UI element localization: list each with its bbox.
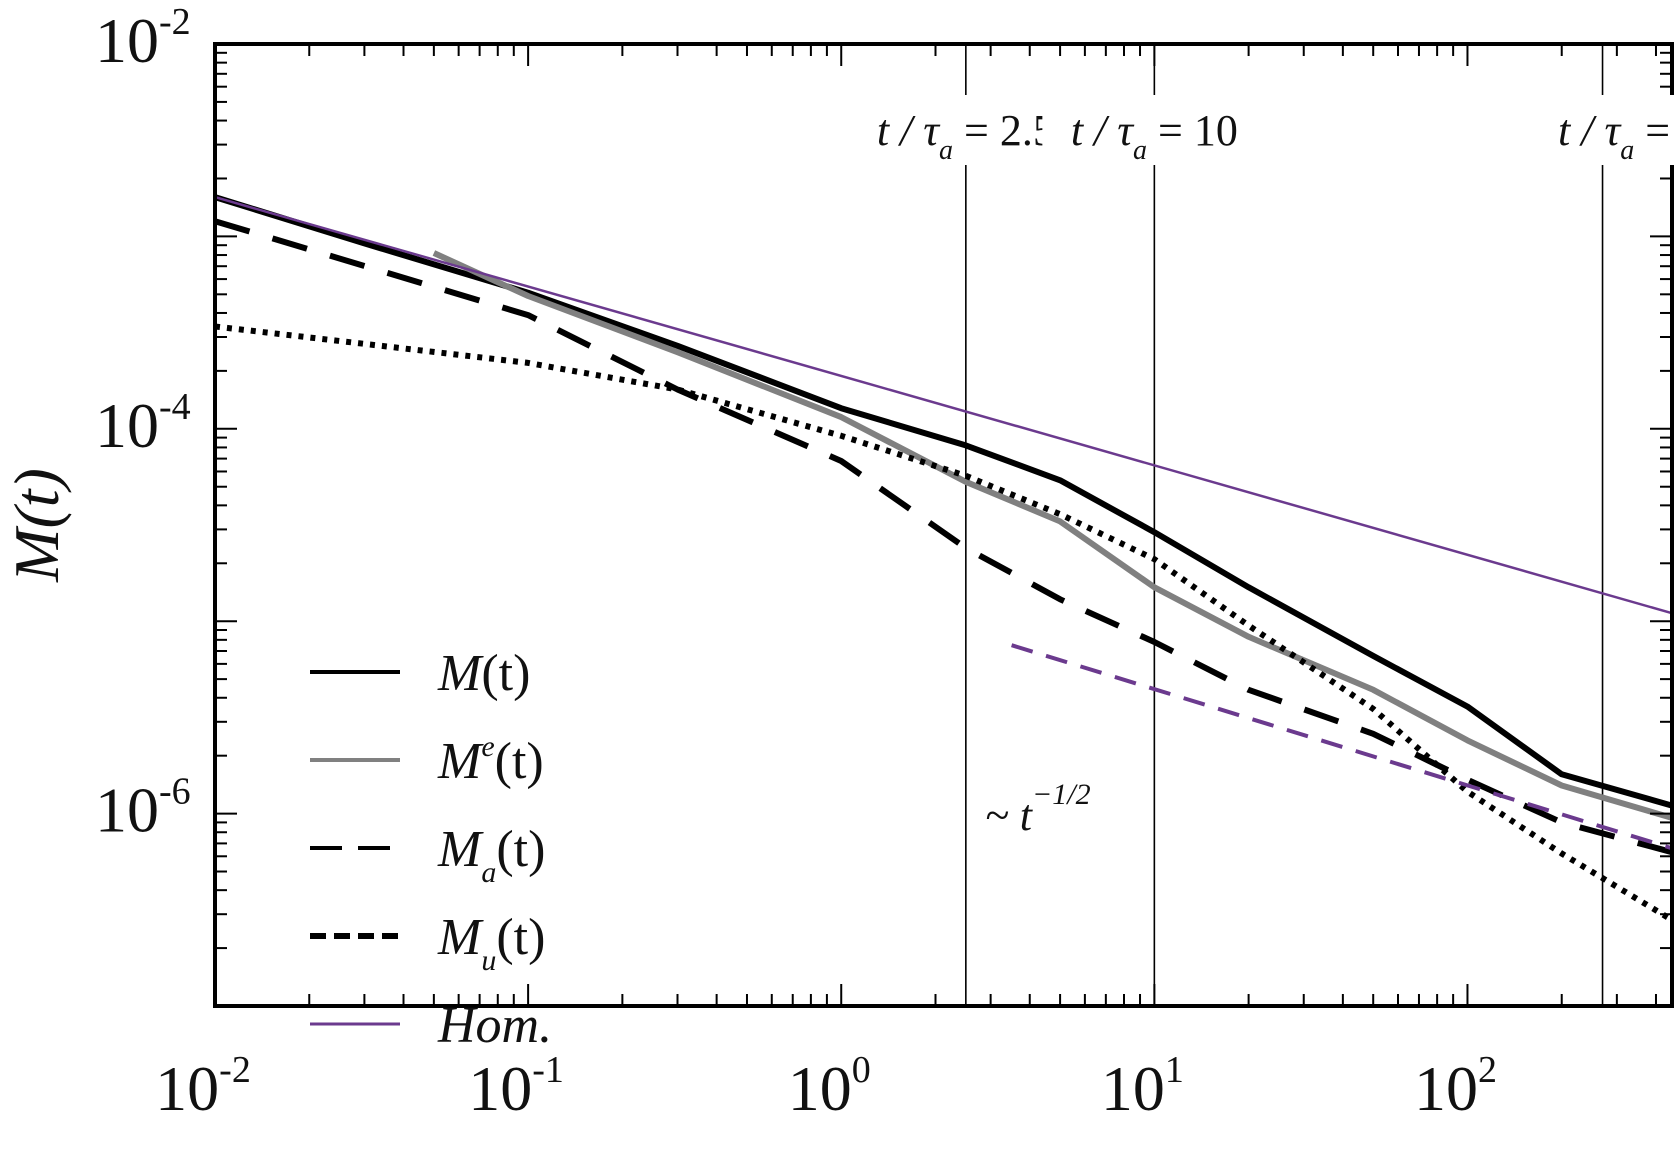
y-tick-label: 10-2 [95,1,191,76]
vline-label-bg [1042,95,1267,165]
series-layer [214,194,1674,923]
vline-label-bg [853,95,1078,165]
series-line-ma-t- [214,218,1673,856]
x-axis-ticks: 10-2 10-1 100 101 102 [155,1049,1497,1124]
x-tick-label: 100 [788,1049,871,1124]
y-axis-ticks: 10-2 10-4 10-6 [95,1,191,846]
vertical-markers [965,44,1604,1006]
series-line-m-t- [214,194,1673,809]
legend: M(t) Me(t) Ma(t) Mu(t) Hom. [310,645,552,1054]
y-axis-label: M(t) [1,468,72,583]
y-tick-label: 10-6 [95,771,191,846]
vline-label-bg [1540,95,1675,165]
vline-label: t / τa = 10 [1071,106,1238,166]
series-line--t-1-2 [1011,643,1673,851]
annotations: t / τa = 2.5 t / τa = 10 t / τa = 125 ~ t−1… [853,95,1675,840]
legend-label: Hom. [437,997,552,1054]
series-line-hom- [214,195,1673,615]
legend-label: Me(t) [437,730,544,790]
vline-label: t / τa = 2.5 [877,106,1055,166]
legend-label: Mu(t) [437,909,545,977]
x-tick-label: 10-2 [155,1049,251,1124]
vline-label: t / τa = 125 [1558,106,1675,166]
series-line-mu-t- [214,323,1674,923]
legend-label: M(t) [437,645,530,702]
x-tick-label: 102 [1414,1049,1497,1124]
legend-label: Ma(t) [437,821,545,889]
x-tick-label: 101 [1101,1049,1184,1124]
plot-frame [213,42,1674,1008]
minor-ticks [214,43,1672,1007]
slope-annotation: ~ t−1/2 [985,778,1091,840]
y-tick-label: 10-4 [95,386,191,461]
series-line-me-t- [432,250,1673,821]
x-tick-label: 10-1 [468,1049,564,1124]
